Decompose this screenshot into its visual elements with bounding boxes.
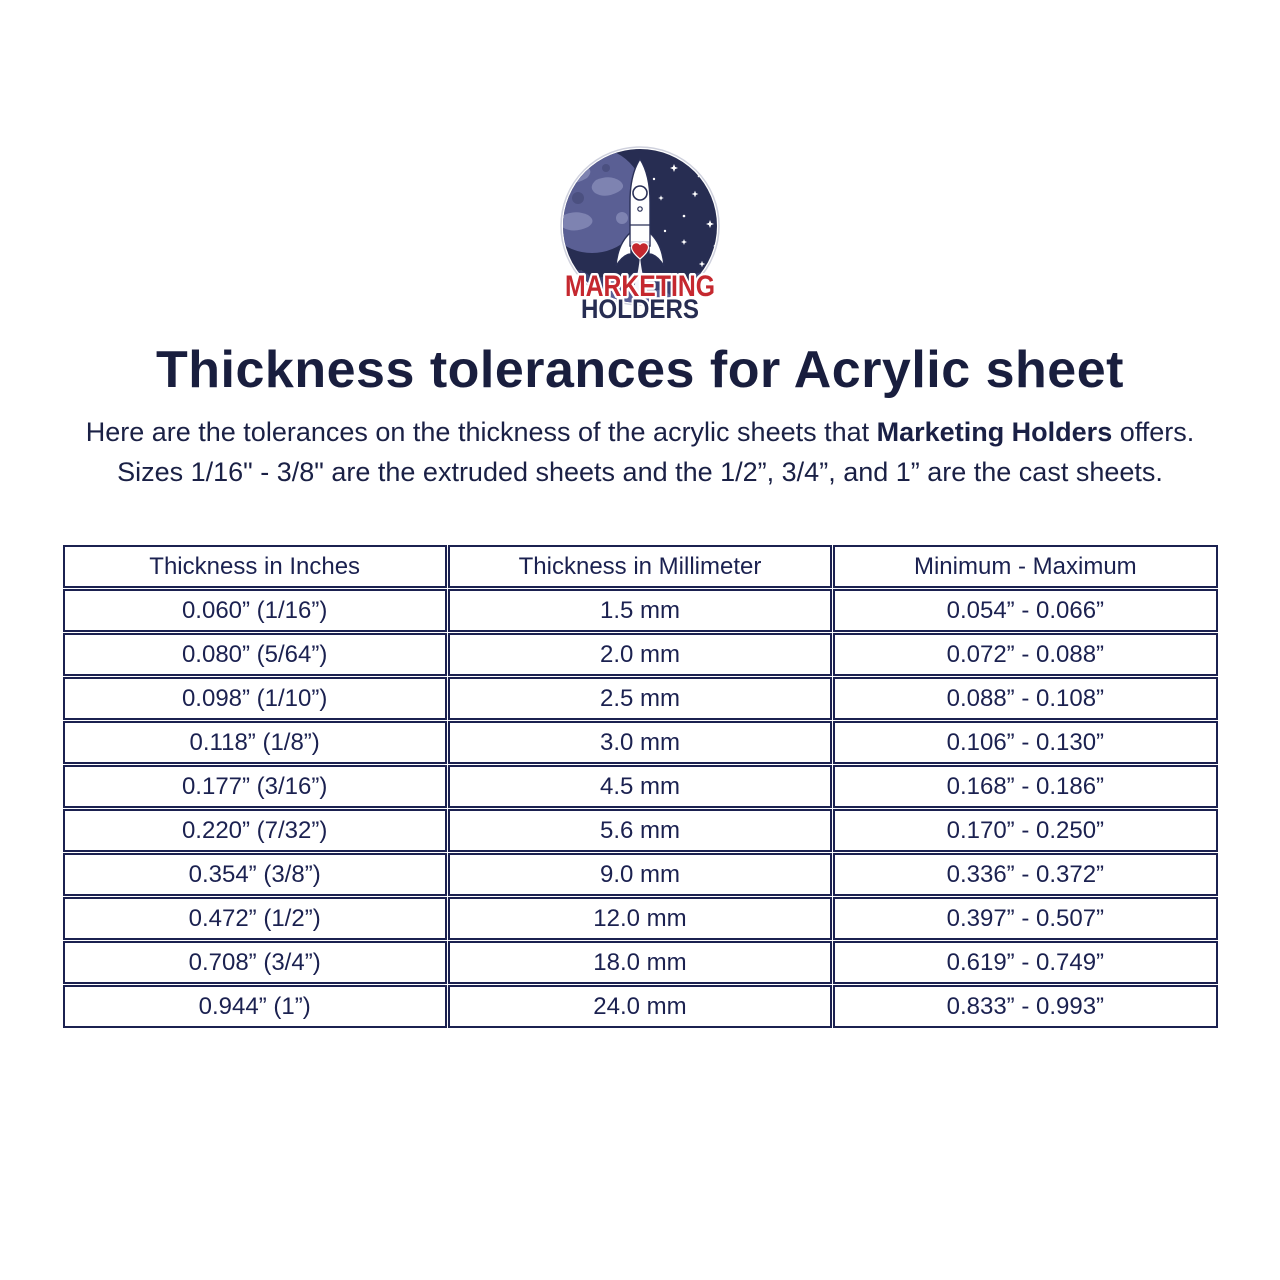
cell-inches: 0.220” (7/32”) (62, 809, 447, 852)
table-row: 0.944” (1”) 24.0 mm 0.833” - 0.993” (62, 985, 1218, 1028)
brand-name-holders: HOLDERS (581, 294, 699, 320)
cell-minmax: 0.397” - 0.507” (833, 897, 1218, 940)
cell-inches: 0.060” (1/16”) (62, 589, 447, 632)
cell-mm: 3.0 mm (447, 721, 833, 764)
cell-minmax: 0.088” - 0.108” (833, 677, 1218, 720)
rocket-icon (615, 157, 665, 267)
cell-inches: 0.708” (3/4”) (62, 941, 447, 984)
header-thickness-mm: Thickness in Millimeter (447, 545, 833, 588)
cell-mm: 4.5 mm (447, 765, 833, 808)
intro-line-1: Here are the tolerances on the thickness… (0, 412, 1280, 452)
table-row: 0.354” (3/8”) 9.0 mm 0.336” - 0.372” (62, 853, 1218, 896)
header-thickness-inches: Thickness in Inches (62, 545, 447, 588)
logo: MARKETING HOLDERS (0, 0, 1280, 320)
intro-brand-bold: Marketing Holders (876, 417, 1113, 447)
cell-inches: 0.944” (1”) (62, 985, 447, 1028)
cell-minmax: 0.619” - 0.749” (833, 941, 1218, 984)
brand-name-marketing: MARKETING (565, 270, 715, 303)
cell-minmax: 0.054” - 0.066” (833, 589, 1218, 632)
cell-mm: 2.5 mm (447, 677, 833, 720)
heart-icon (630, 242, 650, 260)
cell-mm: 2.0 mm (447, 633, 833, 676)
cell-mm: 5.6 mm (447, 809, 833, 852)
table-row: 0.080” (5/64”) 2.0 mm 0.072” - 0.088” (62, 633, 1218, 676)
header-min-max: Minimum - Maximum (833, 545, 1218, 588)
cell-inches: 0.080” (5/64”) (62, 633, 447, 676)
table-row: 0.220” (7/32”) 5.6 mm 0.170” - 0.250” (62, 809, 1218, 852)
cell-minmax: 0.170” - 0.250” (833, 809, 1218, 852)
cell-minmax: 0.833” - 0.993” (833, 985, 1218, 1028)
table-header-row: Thickness in Inches Thickness in Millime… (62, 545, 1218, 588)
intro-line-2: Sizes 1/16" - 3/8" are the extruded shee… (117, 457, 1163, 487)
cell-inches: 0.177” (3/16”) (62, 765, 447, 808)
table-row: 0.118” (1/8”) 3.0 mm 0.106” - 0.130” (62, 721, 1218, 764)
marketing-holders-logo-icon: MARKETING HOLDERS (560, 146, 720, 320)
cell-minmax: 0.336” - 0.372” (833, 853, 1218, 896)
cell-inches: 0.354” (3/8”) (62, 853, 447, 896)
cell-inches: 0.118” (1/8”) (62, 721, 447, 764)
cell-inches: 0.472” (1/2”) (62, 897, 447, 940)
cell-mm: 18.0 mm (447, 941, 833, 984)
cell-mm: 1.5 mm (447, 589, 833, 632)
intro-paragraph: Here are the tolerances on the thickness… (0, 412, 1280, 492)
cell-mm: 12.0 mm (447, 897, 833, 940)
cell-minmax: 0.072” - 0.088” (833, 633, 1218, 676)
cell-minmax: 0.168” - 0.186” (833, 765, 1218, 808)
cell-mm: 24.0 mm (447, 985, 833, 1028)
table-row: 0.708” (3/4”) 18.0 mm 0.619” - 0.749” (62, 941, 1218, 984)
table-row: 0.472” (1/2”) 12.0 mm 0.397” - 0.507” (62, 897, 1218, 940)
table-row: 0.177” (3/16”) 4.5 mm 0.168” - 0.186” (62, 765, 1218, 808)
cell-inches: 0.098” (1/10”) (62, 677, 447, 720)
intro-line1-suffix: offers. (1112, 417, 1195, 447)
table-row: 0.060” (1/16”) 1.5 mm 0.054” - 0.066” (62, 589, 1218, 632)
cell-mm: 9.0 mm (447, 853, 833, 896)
page-title: Thickness tolerances for Acrylic sheet (156, 341, 1124, 399)
table-row: 0.098” (1/10”) 2.5 mm 0.088” - 0.108” (62, 677, 1218, 720)
cell-minmax: 0.106” - 0.130” (833, 721, 1218, 764)
intro-line1-prefix: Here are the tolerances on the thickness… (85, 417, 877, 447)
tolerances-table: Thickness in Inches Thickness in Millime… (62, 544, 1219, 1029)
